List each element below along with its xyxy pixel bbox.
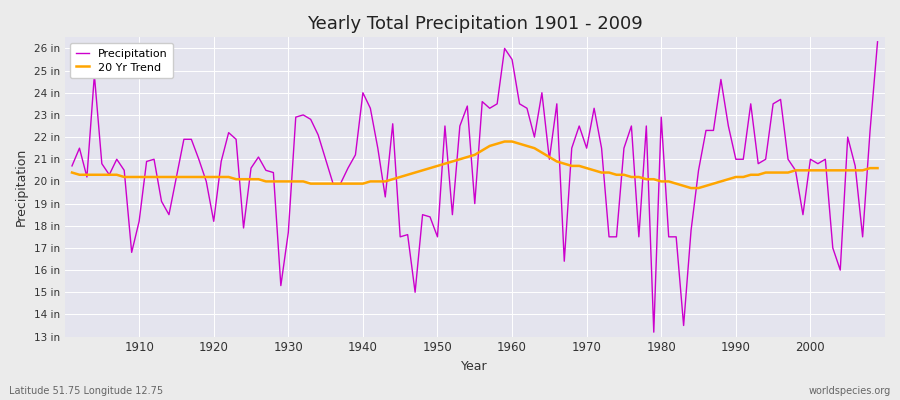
Precipitation [500, 46, 510, 51]
20 Yr Trend [500, 139, 510, 144]
20 Yr Trend [604, 170, 615, 175]
20 Yr Trend [507, 139, 517, 144]
20 Yr Trend [67, 170, 77, 175]
Precipitation [335, 181, 346, 186]
Line: Precipitation: Precipitation [72, 42, 878, 332]
20 Yr Trend [872, 166, 883, 170]
Legend: Precipitation, 20 Yr Trend: Precipitation, 20 Yr Trend [70, 43, 173, 78]
Precipitation [872, 39, 883, 44]
20 Yr Trend [686, 186, 697, 190]
Precipitation [291, 115, 302, 120]
20 Yr Trend [126, 174, 137, 179]
Text: Latitude 51.75 Longitude 12.75: Latitude 51.75 Longitude 12.75 [9, 386, 163, 396]
Y-axis label: Precipitation: Precipitation [15, 148, 28, 226]
Line: 20 Yr Trend: 20 Yr Trend [72, 142, 878, 188]
20 Yr Trend [335, 181, 346, 186]
Text: worldspecies.org: worldspecies.org [809, 386, 891, 396]
Precipitation [648, 330, 659, 334]
Precipitation [507, 57, 517, 62]
Precipitation [67, 164, 77, 168]
Precipitation [126, 250, 137, 255]
20 Yr Trend [514, 141, 525, 146]
Precipitation [596, 146, 607, 150]
20 Yr Trend [291, 179, 302, 184]
Title: Yearly Total Precipitation 1901 - 2009: Yearly Total Precipitation 1901 - 2009 [307, 15, 643, 33]
X-axis label: Year: Year [462, 360, 488, 373]
